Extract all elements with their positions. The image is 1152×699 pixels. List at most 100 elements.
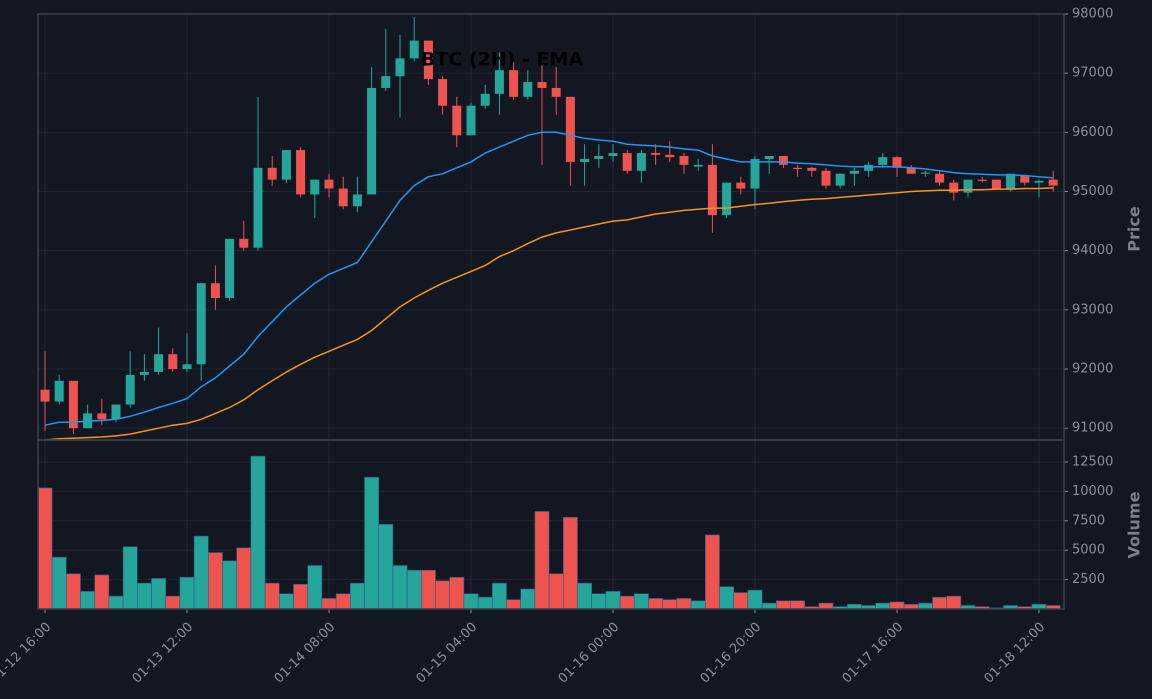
candle-body (523, 82, 533, 97)
candle-body (565, 96, 575, 162)
candle-body (296, 150, 306, 195)
volume-bar (946, 595, 962, 609)
candle-body (920, 172, 930, 174)
candle-body (281, 150, 291, 180)
candle-body (509, 70, 519, 97)
volume-bar (747, 589, 763, 609)
volume-bar (790, 600, 805, 609)
volume-bar (506, 599, 521, 609)
candle-body (196, 283, 206, 365)
candle-body (1020, 175, 1030, 183)
volume-bar (66, 573, 81, 609)
candle-body (310, 179, 320, 195)
candle-body (395, 58, 405, 77)
volume-bar (704, 534, 720, 609)
candle-body (338, 188, 348, 207)
candle-body (935, 173, 945, 183)
volume-bar (662, 599, 678, 609)
volume-panel (38, 455, 1061, 609)
volume-bar (137, 582, 152, 609)
volume-bar (477, 596, 493, 609)
volume-bar (250, 455, 266, 609)
candle-body (267, 167, 277, 180)
candle-body (722, 182, 732, 216)
candle-body (750, 158, 760, 189)
volume-bar (349, 582, 365, 609)
candle-body (537, 82, 547, 88)
candle-body (608, 153, 618, 156)
volume-bar (94, 574, 110, 609)
volume-bar (520, 588, 536, 609)
volume-bar (775, 600, 791, 609)
candle-body (977, 179, 987, 181)
volume-bar (151, 578, 166, 609)
candle-body (949, 182, 959, 193)
volume-bar (264, 582, 280, 609)
volume-axis-label: Volume (1125, 491, 1144, 558)
volume-bar (449, 576, 465, 609)
volume-bar (51, 556, 67, 609)
candle-body (693, 164, 703, 167)
volume-bar (38, 487, 53, 609)
volume-bar (577, 582, 592, 609)
volume-bar (633, 593, 649, 609)
candle-body (906, 167, 916, 174)
volume-bar (648, 598, 663, 609)
price-panel (40, 16, 1058, 440)
candle-body (68, 380, 78, 429)
volume-bar (733, 592, 749, 609)
volume-bar (491, 582, 507, 609)
volume-bar (293, 584, 308, 609)
volume-bar (534, 511, 550, 609)
candle-body (1034, 180, 1044, 183)
volume-bar (875, 602, 891, 609)
volume-bar (364, 476, 379, 609)
candle-body (864, 164, 874, 171)
candle-body (97, 413, 107, 420)
volume-bar (719, 586, 734, 609)
candle-body (452, 105, 462, 136)
candle-body (821, 170, 831, 186)
y-tick-label: 93000 (1072, 302, 1113, 317)
y-tick-label: 92000 (1072, 362, 1113, 377)
ema-line (44, 131, 1054, 426)
volume-bar (420, 569, 436, 609)
candle-body (764, 156, 774, 159)
candle-body (139, 371, 149, 375)
volume-bar (818, 602, 834, 609)
volume-bar (676, 598, 692, 609)
candle-body (991, 179, 1001, 189)
candle-body (892, 157, 902, 168)
candle-body (423, 40, 433, 80)
candle-body (778, 156, 788, 165)
y-tick-label: 97000 (1072, 66, 1113, 81)
candle-body (1006, 173, 1016, 189)
candle-body (835, 173, 845, 186)
candle-body (381, 76, 391, 88)
volume-bar (278, 593, 294, 609)
chart-title: BTC (2H) - EMA (421, 49, 583, 71)
candle-body (466, 105, 476, 136)
candle-body (367, 87, 377, 195)
candle-body (253, 167, 263, 248)
candle-body (480, 93, 490, 106)
volume-bar (889, 601, 905, 609)
candle-body (154, 354, 164, 372)
candle-body (807, 167, 817, 171)
candle-body (878, 157, 888, 165)
volume-bar (321, 598, 337, 609)
candle-body (210, 283, 220, 298)
volume-bar (690, 600, 706, 609)
candle-body (40, 389, 50, 402)
candle-body (1048, 179, 1058, 186)
candle-body (707, 164, 717, 216)
candle-body (494, 70, 504, 94)
volume-bar (562, 516, 578, 609)
volume-bar (548, 573, 564, 609)
volume-bar (165, 595, 181, 609)
volume-bar (591, 593, 607, 609)
volume-bar (761, 602, 777, 609)
candle-body (551, 87, 561, 97)
